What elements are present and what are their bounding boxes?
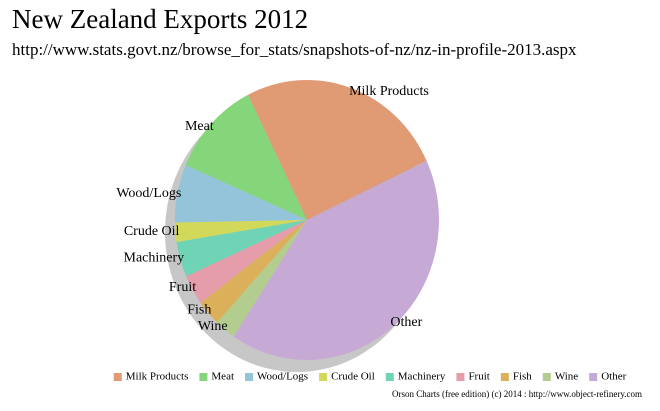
slice-label: Fruit [169,280,196,295]
legend-label: Fish [513,371,532,383]
legend-label: Fruit [468,371,489,383]
legend-label: Milk Products [126,371,189,383]
pie-slice [247,80,427,221]
legend: Milk Products Meat Wood/Logs Crude Oil Machi… [113,371,627,383]
legend-label: Meat [211,371,234,383]
pie-slice [175,165,307,223]
legend-item: Fruit [456,371,490,383]
legend-swatch [542,373,551,381]
slice-label: Fish [187,302,211,317]
legend-label: Wine [555,371,578,383]
legend-label: Other [601,371,626,383]
slice-label: Machinery [124,251,185,266]
slice-label: Wood/Logs [116,186,181,201]
legend-item: Milk Products [113,371,189,383]
pie-slice [175,220,307,243]
pie-slice [217,220,307,337]
legend-label: Crude Oil [331,371,375,383]
slice-label: Meat [185,119,214,134]
legend-label: Wood/Logs [257,371,308,383]
legend-item: Meat [199,371,234,383]
legend-swatch [113,373,122,381]
pie-slice [186,220,307,303]
legend-swatch [245,373,254,381]
legend-swatch [319,373,328,381]
pie-slice [176,220,307,277]
legend-swatch [385,373,394,381]
legend-swatch [199,373,208,381]
pie-slice [233,160,439,361]
legend-swatch [589,373,598,381]
slice-label: Crude Oil [124,224,180,239]
legend-swatch [500,373,509,381]
legend-label: Machinery [398,371,446,383]
legend-item: Wine [542,371,578,383]
legend-item: Fish [500,371,532,383]
legend-item: Other [589,371,627,383]
slice-label: Wine [198,319,228,334]
legend-item: Machinery [385,371,446,383]
pie-slice [200,220,307,323]
credit: Orson Charts (free edition) (c) 2014 : h… [392,389,642,399]
chart-title: New Zealand Exports 2012 [12,4,308,34]
pie: Milk Products Meat Wood/Logs Crude Oil Machi… [116,80,439,361]
pie-slice [185,94,307,220]
legend-item: Wood/Logs [245,371,308,383]
chart-subtitle: http://www.stats.govt.nz/browse_for_stat… [12,40,577,59]
slice-label: Milk Products [349,84,429,99]
slice-label: Other [390,315,422,330]
legend-item: Crude Oil [319,371,375,383]
legend-swatch [456,373,465,381]
